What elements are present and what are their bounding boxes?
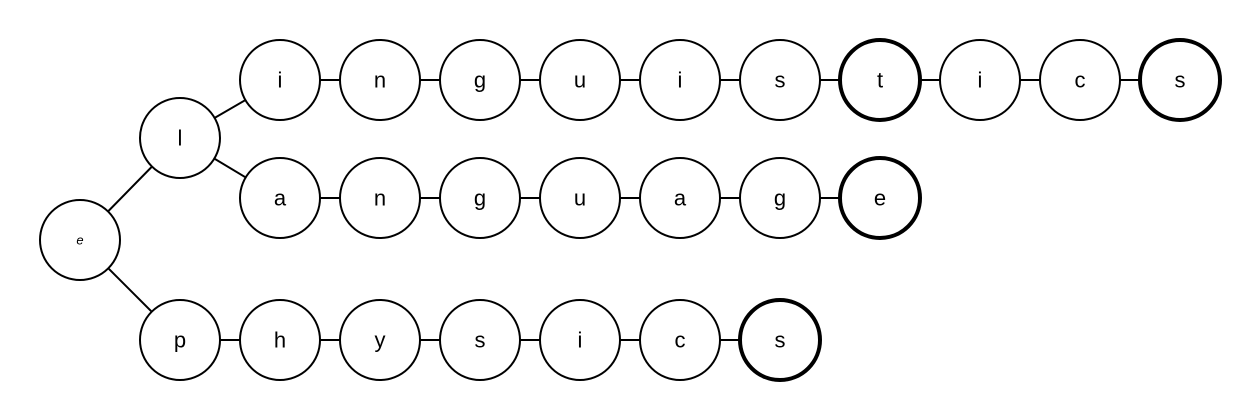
node-g-branch-1-pos-3: g: [439, 157, 521, 239]
node-label: p: [174, 328, 186, 353]
node-circle: [439, 299, 521, 381]
node-p-branch-2-pos-0: p: [139, 299, 221, 381]
node-label: s: [1175, 68, 1186, 93]
node-n-branch-0-pos-2: n: [339, 39, 421, 121]
node-circle: [739, 39, 821, 121]
node-label: c: [1075, 68, 1086, 93]
node-circle: [139, 97, 221, 179]
node-h-branch-2-pos-1: h: [239, 299, 321, 381]
node-circle: [339, 39, 421, 121]
node-u-branch-0-pos-4: u: [539, 39, 621, 121]
node-g-branch-0-pos-3: g: [439, 39, 521, 121]
node-label: i: [678, 68, 683, 93]
node-label: i: [278, 68, 283, 93]
node-circle: [439, 157, 521, 239]
node-circle: [39, 199, 121, 281]
node-circle: [639, 157, 721, 239]
node-label: n: [374, 68, 386, 93]
node-circle: [539, 39, 621, 121]
node-i-branch-0-pos-5: i: [639, 39, 721, 121]
node-circle: [239, 157, 321, 239]
node-label: l: [178, 126, 183, 151]
node-label: h: [274, 328, 286, 353]
node-label: e: [76, 233, 83, 248]
node-a-branch-1-pos-5: a: [639, 157, 721, 239]
terminal-node-circle: [838, 156, 922, 240]
node-circle: [239, 299, 321, 381]
node-circle: [639, 39, 721, 121]
node-label: i: [978, 68, 983, 93]
terminal-node-circle: [738, 298, 822, 382]
node-label: c: [675, 328, 686, 353]
trie-nodes: e l i n g u i s t i c s a n g u a g e p h y s i c s: [39, 38, 1222, 382]
node-label: s: [775, 328, 786, 353]
node-label: i: [578, 328, 583, 353]
node-circle: [339, 157, 421, 239]
terminal-node-circle: [1138, 38, 1222, 122]
node-label: u: [574, 186, 586, 211]
node-circle: [239, 39, 321, 121]
node-s-branch-2-pos-3: s: [439, 299, 521, 381]
node-g-branch-1-pos-6: g: [739, 157, 821, 239]
node-a-branch-1-pos-1: a: [239, 157, 321, 239]
node-s-branch-2-pos-6: s: [738, 298, 822, 382]
node-circle: [539, 299, 621, 381]
node-circle: [739, 157, 821, 239]
node-label: a: [274, 186, 287, 211]
node-circle: [139, 299, 221, 381]
node-e-branch-1-pos-7: e: [838, 156, 922, 240]
node-c-branch-0-pos-9: c: [1039, 39, 1121, 121]
node-circle: [439, 39, 521, 121]
node-i-branch-0-pos-1: i: [239, 39, 321, 121]
node-y-branch-2-pos-2: y: [339, 299, 421, 381]
node-n-branch-1-pos-2: n: [339, 157, 421, 239]
node-label: g: [474, 186, 486, 211]
node-label: g: [774, 186, 786, 211]
node-u-branch-1-pos-4: u: [539, 157, 621, 239]
node-label: t: [877, 68, 883, 93]
terminal-node-circle: [838, 38, 922, 122]
node-i-branch-0-pos-8: i: [939, 39, 1021, 121]
node-t-branch-0-pos-7: t: [838, 38, 922, 122]
node-label: g: [474, 68, 486, 93]
node-circle: [539, 157, 621, 239]
node-label: u: [574, 68, 586, 93]
node-label: n: [374, 186, 386, 211]
node-s-branch-0-pos-6: s: [739, 39, 821, 121]
node-c-branch-2-pos-5: c: [639, 299, 721, 381]
node-label: s: [475, 328, 486, 353]
node-l-shared: l: [139, 97, 221, 179]
node-circle: [939, 39, 1021, 121]
node-label: e: [874, 186, 886, 211]
node-circle: [339, 299, 421, 381]
node-circle: [639, 299, 721, 381]
node-label: s: [775, 68, 786, 93]
root-node: e: [39, 199, 121, 281]
node-label: y: [375, 328, 386, 353]
node-s-branch-0-pos-10: s: [1138, 38, 1222, 122]
node-label: a: [674, 186, 687, 211]
node-circle: [1039, 39, 1121, 121]
node-i-branch-2-pos-4: i: [539, 299, 621, 381]
